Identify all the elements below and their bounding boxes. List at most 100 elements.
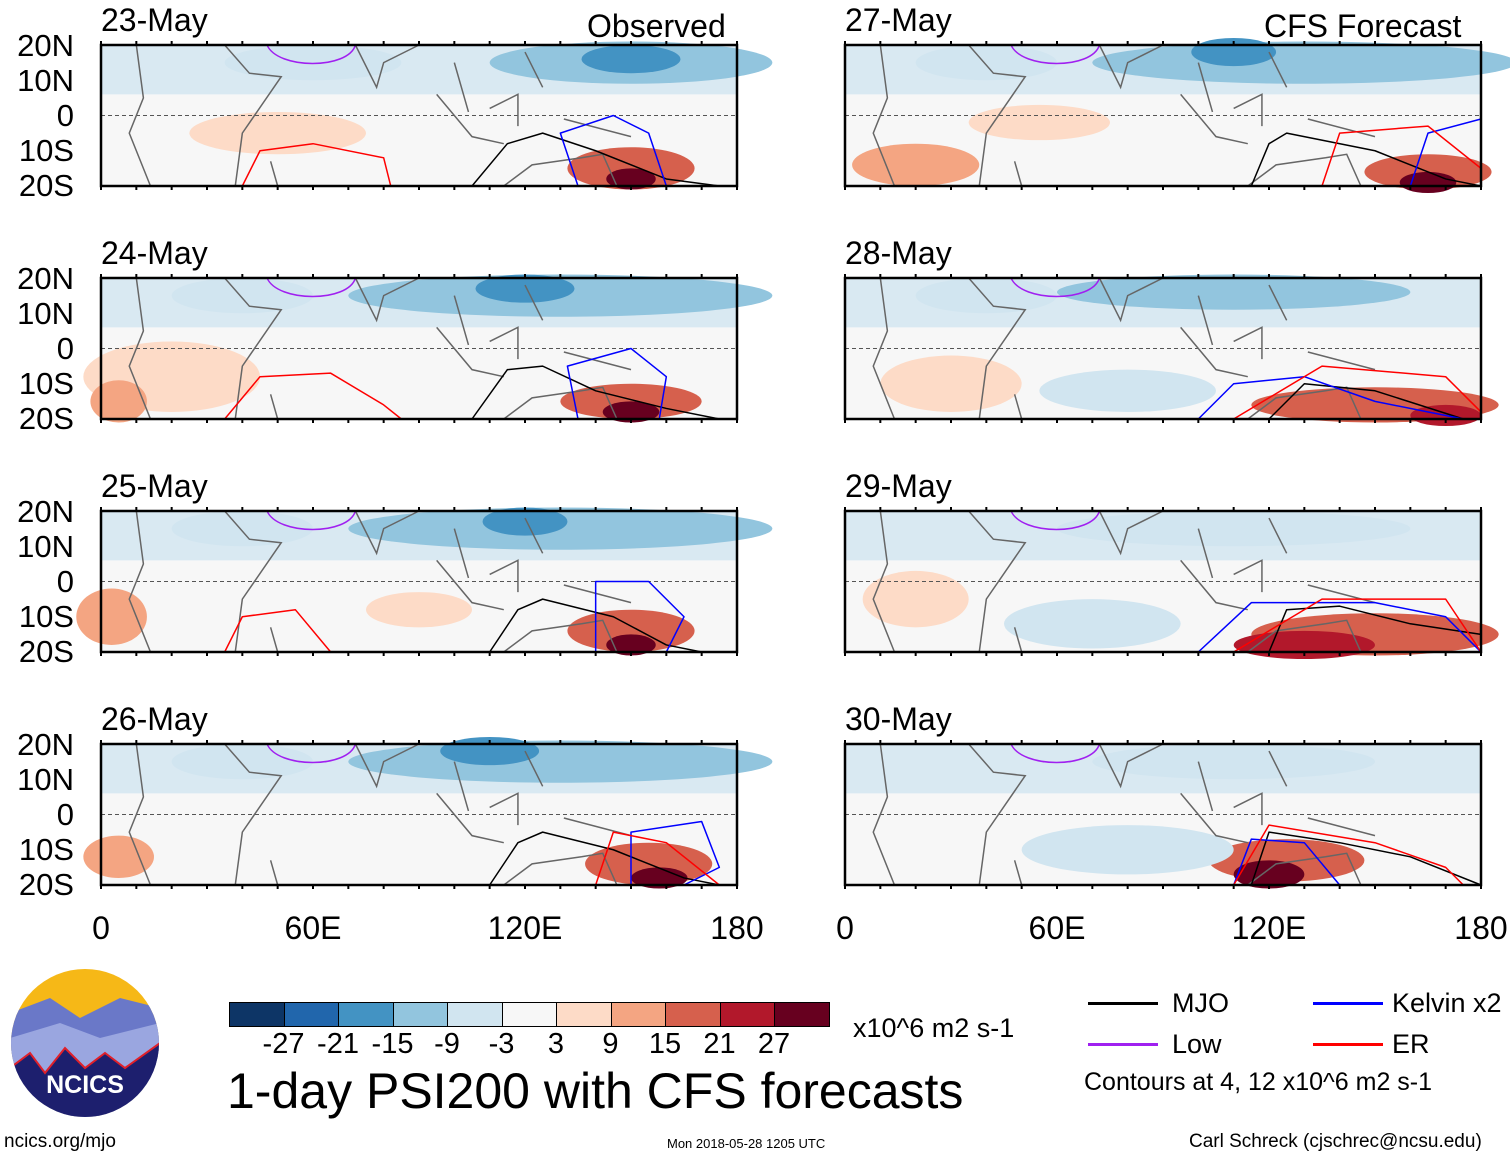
map-panel: [83, 274, 773, 423]
anomaly-region: [1021, 825, 1234, 875]
anomaly-region: [76, 588, 147, 645]
panel-date: 28-May: [845, 235, 952, 271]
anomaly-region: [1092, 41, 1510, 84]
colorbar-swatch: [611, 1003, 666, 1026]
panel-date: 29-May: [845, 468, 952, 504]
wave-contour: [489, 831, 720, 886]
colorbar-label: -3: [488, 1028, 515, 1060]
lat-tick-label: 10S: [18, 832, 74, 867]
lat-tick-label: 0: [56, 564, 74, 599]
wave-contour: [471, 132, 720, 187]
footer-author: Carl Schreck (cjschrec@ncsu.edu): [1189, 1131, 1482, 1152]
forecast-label: CFS Forecast: [1264, 8, 1462, 44]
low-contour: [266, 743, 357, 764]
anomaly-region: [1057, 274, 1411, 310]
lon-tick-label: 60E: [284, 910, 342, 946]
colorbar-swatch: [720, 1003, 775, 1026]
map-panel: [76, 507, 773, 656]
anomaly-region: [852, 143, 980, 186]
anomaly-region: [189, 111, 366, 155]
figure-title: 1-day PSI200 with CFS forecasts: [227, 1063, 964, 1119]
colorbar-label: -15: [371, 1028, 414, 1060]
coastline: [128, 510, 632, 653]
anomaly-region: [224, 45, 402, 81]
er-legend-line: [1313, 1043, 1383, 1046]
mjo-legend-label: MJO: [1172, 988, 1229, 1018]
svg-text:NCICS: NCICS: [46, 1071, 124, 1099]
wave-contour: [1409, 118, 1482, 187]
colorbar-swatch: [557, 1003, 612, 1026]
low-contour: [1010, 44, 1101, 65]
map-panel: [843, 37, 1510, 194]
wave-contour: [1232, 838, 1341, 886]
wave-contour: [1233, 365, 1482, 420]
lat-tick-label: 20N: [17, 261, 74, 296]
contour-note: Contours at 4, 12 x10^6 m2 s-1: [1084, 1068, 1433, 1096]
wave-contour: [1233, 824, 1464, 886]
low-contour: [1010, 743, 1101, 764]
anomaly-region: [915, 45, 1057, 81]
low-legend-label: Low: [1172, 1029, 1222, 1059]
wave-contour: [1197, 601, 1482, 653]
map-panel: [843, 740, 1483, 889]
wave-contour: [1250, 831, 1482, 886]
anomaly-region: [581, 45, 681, 74]
low-contour: [1010, 277, 1101, 298]
coastline: [872, 277, 1376, 420]
footer-url[interactable]: ncics.org/mjo: [4, 1131, 116, 1152]
colorbar-swatch: [502, 1003, 557, 1026]
anomaly-region: [1004, 599, 1181, 649]
map-panel: [99, 41, 773, 190]
lat-tick-label: 20S: [18, 168, 74, 203]
wave-contour: [566, 347, 668, 420]
wave-contour: [559, 114, 668, 187]
anomaly-region: [631, 867, 688, 889]
lat-tick-label: 0: [56, 331, 74, 366]
wave-contour: [223, 608, 332, 653]
anomaly-region: [1039, 369, 1216, 412]
low-legend-line: [1088, 1043, 1158, 1046]
lat-tick-label: 10N: [17, 762, 74, 797]
lat-tick-label: 20S: [18, 867, 74, 902]
anomaly-region: [606, 168, 656, 190]
anomaly-region: [968, 104, 1110, 141]
coastline: [128, 743, 632, 886]
low-contour: [266, 510, 357, 531]
footer-timestamp: Mon 2018-05-28 1205 UTC: [667, 1136, 826, 1151]
wave-contour: [1250, 132, 1482, 187]
low-contour: [266, 44, 357, 65]
colorbar-label: 27: [757, 1028, 791, 1060]
wave-contour: [241, 142, 392, 187]
coastline: [872, 743, 1376, 886]
wave-contour: [594, 580, 685, 653]
colorbar-label: 21: [703, 1028, 736, 1060]
colorbar-label: -21: [317, 1028, 359, 1060]
colorbar-swatch: [448, 1003, 503, 1026]
anomaly-region: [366, 592, 472, 628]
lat-tick-label: 20N: [17, 727, 74, 762]
wave-contour: [1268, 383, 1464, 420]
anomaly-region: [171, 278, 313, 314]
lat-tick-label: 10N: [17, 529, 74, 564]
lat-tick-label: 20N: [17, 494, 74, 529]
colorbar-swatch: [775, 1003, 829, 1026]
colorbar-label: -9: [434, 1028, 460, 1060]
anomaly-region: [915, 278, 1057, 314]
anomaly-region: [90, 380, 147, 423]
lon-tick-label: 120E: [1231, 910, 1307, 946]
colorbar-swatch: [666, 1003, 721, 1026]
wave-contour: [1233, 598, 1482, 653]
panel-date: 30-May: [845, 701, 952, 737]
kelvin-legend-label: Kelvin x2: [1392, 988, 1502, 1018]
mjo-legend-line: [1088, 1002, 1158, 1005]
anomaly-region: [1399, 171, 1457, 194]
lat-tick-label: 0: [56, 98, 74, 133]
er-legend-label: ER: [1392, 1029, 1430, 1059]
ncics-logo: NCICS: [11, 969, 159, 1117]
low-contour: [266, 277, 357, 298]
lon-tick-label: 0: [836, 910, 854, 946]
anomaly-region: [171, 744, 313, 780]
wave-contour: [630, 820, 721, 886]
anomaly-region: [475, 274, 575, 303]
observed-label: Observed: [587, 8, 726, 44]
